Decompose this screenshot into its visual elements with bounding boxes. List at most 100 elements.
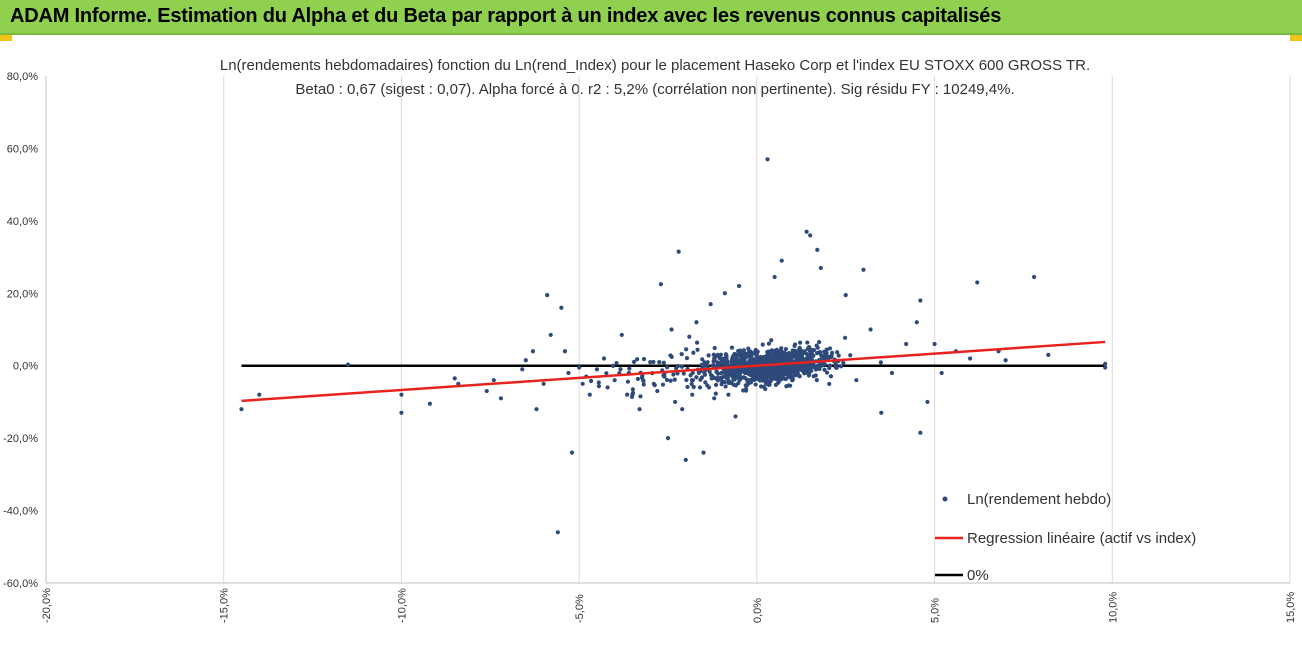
data-point bbox=[724, 361, 730, 366]
data-point bbox=[715, 360, 720, 365]
data-point bbox=[790, 377, 796, 382]
data-point bbox=[798, 340, 803, 345]
data-point bbox=[739, 369, 744, 374]
data-point bbox=[817, 340, 822, 345]
data-point bbox=[737, 377, 742, 382]
data-point bbox=[619, 332, 624, 338]
data-point bbox=[559, 305, 564, 310]
data-point bbox=[679, 352, 684, 357]
data-point bbox=[631, 359, 637, 364]
data-point bbox=[756, 370, 761, 375]
data-point bbox=[1103, 365, 1108, 370]
data-point bbox=[665, 365, 670, 370]
data-point bbox=[824, 347, 829, 352]
data-point bbox=[699, 362, 704, 368]
data-point bbox=[800, 365, 805, 370]
data-point bbox=[691, 350, 696, 355]
data-point bbox=[580, 381, 585, 386]
y-tick-label: 0,0% bbox=[13, 361, 38, 373]
data-point bbox=[746, 379, 751, 385]
data-point bbox=[718, 352, 724, 357]
data-point bbox=[743, 383, 748, 388]
data-point bbox=[594, 367, 600, 372]
data-point bbox=[346, 362, 351, 367]
data-point bbox=[713, 382, 719, 387]
data-point bbox=[520, 367, 525, 372]
data-point bbox=[814, 378, 819, 383]
data-point bbox=[805, 340, 810, 345]
data-point bbox=[694, 340, 700, 345]
data-point bbox=[753, 367, 759, 372]
data-point bbox=[742, 370, 748, 376]
y-tick-label: 20,0% bbox=[7, 288, 38, 300]
data-point bbox=[629, 394, 635, 399]
data-point bbox=[740, 351, 746, 356]
data-point bbox=[835, 350, 840, 355]
data-point bbox=[826, 354, 831, 360]
banner-corner-left bbox=[0, 35, 12, 41]
data-point bbox=[697, 385, 703, 390]
data-point bbox=[239, 407, 244, 412]
data-point bbox=[746, 350, 752, 355]
data-point bbox=[610, 363, 616, 368]
data-point bbox=[706, 385, 712, 390]
data-point bbox=[807, 371, 812, 376]
chart-title: Ln(rendements hebdomadaires) fonction du… bbox=[219, 57, 1091, 74]
data-point bbox=[689, 381, 694, 387]
data-point bbox=[588, 378, 594, 384]
data-point bbox=[691, 384, 696, 390]
data-point bbox=[625, 392, 630, 397]
data-point bbox=[736, 283, 742, 289]
data-point bbox=[868, 327, 873, 332]
regression-line bbox=[241, 340, 1106, 403]
data-point bbox=[726, 369, 731, 375]
data-point bbox=[724, 354, 729, 359]
data-point bbox=[719, 370, 724, 376]
data-point bbox=[614, 361, 619, 366]
data-point bbox=[1103, 361, 1108, 367]
data-point bbox=[775, 351, 781, 356]
data-point bbox=[701, 450, 706, 455]
report-banner: ADAM Informe. Estimation du Alpha et du … bbox=[0, 0, 1302, 35]
data-point bbox=[769, 338, 774, 343]
data-point bbox=[694, 375, 699, 380]
data-point bbox=[712, 345, 717, 351]
data-point bbox=[918, 298, 923, 303]
legend-marker-scatter bbox=[942, 496, 948, 502]
y-tick-label: 60,0% bbox=[7, 143, 38, 155]
data-point bbox=[491, 378, 496, 383]
data-point bbox=[534, 407, 539, 412]
data-point bbox=[676, 249, 681, 254]
data-point bbox=[637, 407, 642, 412]
data-point bbox=[722, 379, 727, 385]
data-point bbox=[763, 381, 769, 386]
data-point bbox=[763, 354, 768, 359]
data-point bbox=[665, 436, 671, 441]
data-point bbox=[763, 386, 768, 392]
data-point bbox=[257, 392, 262, 397]
data-point bbox=[824, 370, 830, 375]
data-point bbox=[914, 320, 919, 325]
data-point bbox=[772, 371, 777, 376]
data-point bbox=[641, 382, 646, 387]
y-tick-label: -20,0% bbox=[3, 433, 38, 445]
data-point bbox=[655, 388, 660, 394]
data-point bbox=[713, 391, 718, 396]
data-point bbox=[792, 343, 797, 349]
x-tick-label: 5,0% bbox=[930, 598, 942, 623]
data-point bbox=[782, 350, 787, 355]
data-point bbox=[836, 353, 841, 358]
data-point bbox=[709, 376, 714, 381]
data-point bbox=[725, 373, 730, 378]
data-point bbox=[766, 341, 772, 346]
data-point bbox=[733, 362, 738, 367]
data-point bbox=[783, 346, 789, 352]
data-point bbox=[612, 378, 617, 383]
data-point bbox=[733, 414, 738, 419]
data-point bbox=[769, 348, 774, 353]
data-point bbox=[427, 401, 432, 406]
data-point bbox=[774, 377, 780, 382]
data-point bbox=[766, 358, 771, 363]
data-point bbox=[813, 373, 818, 378]
